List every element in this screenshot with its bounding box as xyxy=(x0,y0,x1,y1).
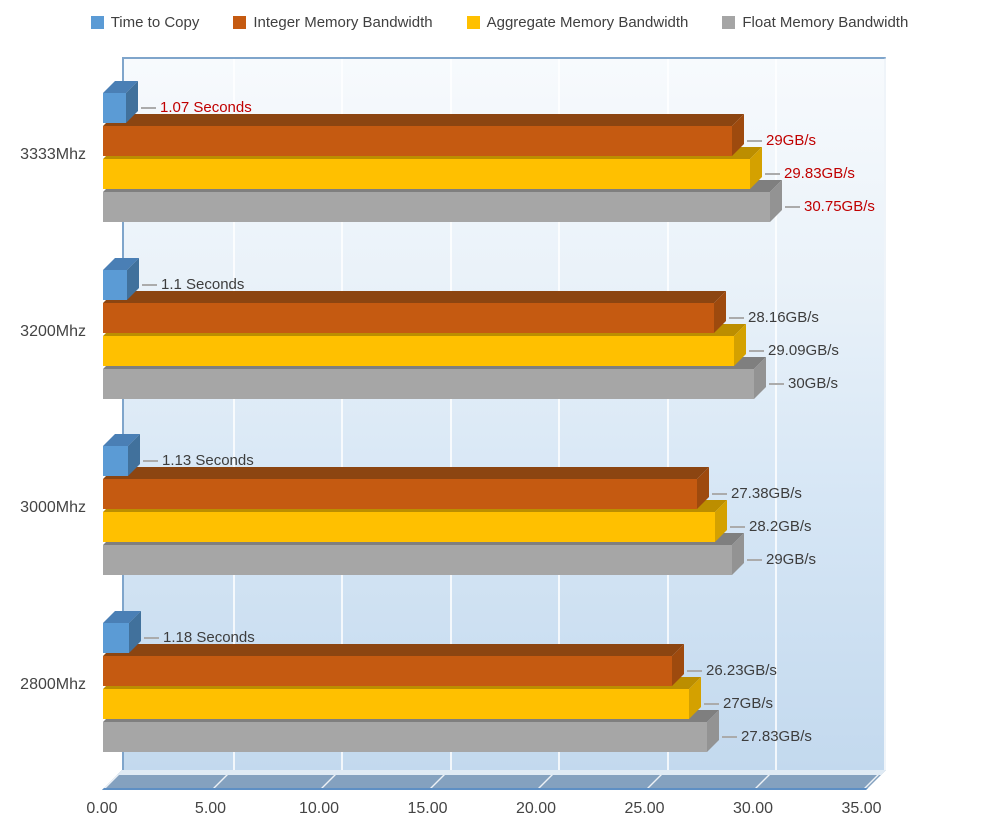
legend-swatch-icon xyxy=(90,15,104,29)
wall-gridline xyxy=(666,59,669,770)
wall-gridline xyxy=(232,59,235,770)
bar-aggregate-memory-bandwidth-2800mhz[interactable] xyxy=(103,676,701,719)
bar-front-face xyxy=(103,446,128,476)
bar-float-memory-bandwidth-3200mhz[interactable] xyxy=(103,356,766,399)
legend-item-integer-memory-bandwidth[interactable]: Integer Memory Bandwidth xyxy=(233,13,433,31)
legend-label: Time to Copy xyxy=(110,13,200,31)
x-tick-label: 15.00 xyxy=(407,800,448,817)
bar-float-memory-bandwidth-3000mhz[interactable] xyxy=(103,533,744,575)
data-label-aggregate-memory-bandwidth-3333mhz: 29.83GB/s xyxy=(784,165,855,182)
bar-aggregate-memory-bandwidth-3200mhz[interactable] xyxy=(103,323,746,366)
leader-line xyxy=(749,349,764,352)
bar-front-face xyxy=(103,126,732,156)
bar-front-face xyxy=(103,479,697,509)
leader-line xyxy=(144,636,159,639)
legend-item-float-memory-bandwidth[interactable]: Float Memory Bandwidth xyxy=(722,14,908,31)
data-label-time-to-copy-2800mhz: 1.18 Seconds xyxy=(163,628,255,646)
leader-line xyxy=(142,283,157,286)
data-label-time-to-copy-3000mhz: 1.13 Seconds xyxy=(162,452,254,469)
data-label-aggregate-memory-bandwidth-2800mhz: 27GB/s xyxy=(723,694,774,712)
category-label-3000mhz: 3000Mhz xyxy=(20,499,86,516)
bar-time-to-copy-3333mhz[interactable] xyxy=(103,81,138,123)
bar-front-face xyxy=(103,93,126,123)
wall-gridline xyxy=(775,59,777,770)
x-tick-label: 20.00 xyxy=(515,800,557,817)
bar-time-to-copy-2800mhz[interactable] xyxy=(103,610,141,653)
x-tick-label: 5.00 xyxy=(194,800,227,817)
legend-swatch-icon xyxy=(466,15,480,29)
category-label-2800mhz: 2800Mhz xyxy=(20,675,86,693)
leader-line xyxy=(141,107,156,109)
x-tick-label: 25.00 xyxy=(624,800,665,817)
legend-swatch-icon xyxy=(233,15,247,29)
bar-aggregate-memory-bandwidth-3000mhz[interactable] xyxy=(103,500,727,542)
bar-front-face xyxy=(103,269,127,300)
bar-front-face xyxy=(103,512,715,542)
data-label-integer-memory-bandwidth-3333mhz: 29GB/s xyxy=(766,132,817,149)
legend-item-aggregate-memory-bandwidth[interactable]: Aggregate Memory Bandwidth xyxy=(466,13,689,31)
bar-integer-memory-bandwidth-3000mhz[interactable] xyxy=(103,467,709,509)
bar-integer-memory-bandwidth-3333mhz[interactable] xyxy=(103,114,744,156)
data-label-time-to-copy-3200mhz: 1.1 Seconds xyxy=(161,275,245,293)
x-tick-label: 35.00 xyxy=(841,800,882,817)
data-label-aggregate-memory-bandwidth-3000mhz: 28.2GB/s xyxy=(749,518,812,535)
legend-item-time-to-copy[interactable]: Time to Copy xyxy=(90,13,200,31)
x-tick-label: 0.00 xyxy=(86,800,118,817)
bar-float-memory-bandwidth-2800mhz[interactable] xyxy=(103,709,719,752)
leader-line xyxy=(785,206,800,208)
data-label-float-memory-bandwidth-3333mhz: 30.75GB/s xyxy=(804,198,875,215)
bar-integer-memory-bandwidth-3200mhz[interactable] xyxy=(103,290,726,333)
data-label-float-memory-bandwidth-3200mhz: 30GB/s xyxy=(788,374,839,392)
legend-label: Aggregate Memory Bandwidth xyxy=(486,13,689,31)
data-label-integer-memory-bandwidth-3200mhz: 28.16GB/s xyxy=(748,308,819,326)
wall-gridline xyxy=(883,59,886,770)
leader-line xyxy=(769,382,784,385)
bar-front-face xyxy=(103,655,672,686)
x-tick-label: 30.00 xyxy=(732,800,774,817)
data-label-float-memory-bandwidth-3000mhz: 29GB/s xyxy=(766,551,817,568)
wall-gridline xyxy=(558,59,560,770)
leader-line xyxy=(747,140,762,142)
bar-front-face xyxy=(103,192,770,222)
data-label-aggregate-memory-bandwidth-3200mhz: 29.09GB/s xyxy=(768,341,839,359)
data-label-integer-memory-bandwidth-3000mhz: 27.38GB/s xyxy=(731,485,802,502)
leader-line xyxy=(143,460,158,462)
bar-integer-memory-bandwidth-2800mhz[interactable] xyxy=(103,643,684,686)
bar-front-face xyxy=(103,368,754,399)
bar-front-face xyxy=(103,159,750,189)
bar-aggregate-memory-bandwidth-3333mhz[interactable] xyxy=(103,147,762,189)
bar-front-face xyxy=(103,721,707,752)
category-label-3200mhz: 3200Mhz xyxy=(20,322,86,340)
legend-label: Integer Memory Bandwidth xyxy=(253,13,433,31)
wall-gridline xyxy=(449,59,452,770)
bar-float-memory-bandwidth-3333mhz[interactable] xyxy=(103,180,782,222)
bar-time-to-copy-3000mhz[interactable] xyxy=(103,434,140,476)
leader-line xyxy=(729,316,744,319)
legend-label: Float Memory Bandwidth xyxy=(742,13,909,31)
leader-line xyxy=(687,669,702,672)
leader-line xyxy=(722,735,737,738)
bar-front-face xyxy=(103,302,714,333)
data-label-time-to-copy-3333mhz: 1.07 Seconds xyxy=(160,99,252,116)
data-label-integer-memory-bandwidth-2800mhz: 26.23GB/s xyxy=(706,661,777,679)
leader-line xyxy=(730,526,745,528)
x-tick-label: 10.00 xyxy=(298,800,340,817)
bar-front-face xyxy=(103,688,689,719)
wall-gridline xyxy=(341,59,343,770)
leader-line xyxy=(712,493,727,495)
leader-line xyxy=(704,702,719,705)
bar-front-face xyxy=(103,545,732,575)
legend: Time to Copy Integer Memory Bandwidth Aggr… xyxy=(0,10,999,34)
bar-time-to-copy-3200mhz[interactable] xyxy=(103,257,139,300)
leader-line xyxy=(765,173,780,175)
bar-front-face xyxy=(103,335,734,366)
leader-line xyxy=(747,559,762,561)
category-label-3333mhz: 3333Mhz xyxy=(20,146,86,163)
legend-swatch-icon xyxy=(722,15,736,29)
bar-front-face xyxy=(103,622,129,653)
data-label-float-memory-bandwidth-2800mhz: 27.83GB/s xyxy=(741,727,812,745)
